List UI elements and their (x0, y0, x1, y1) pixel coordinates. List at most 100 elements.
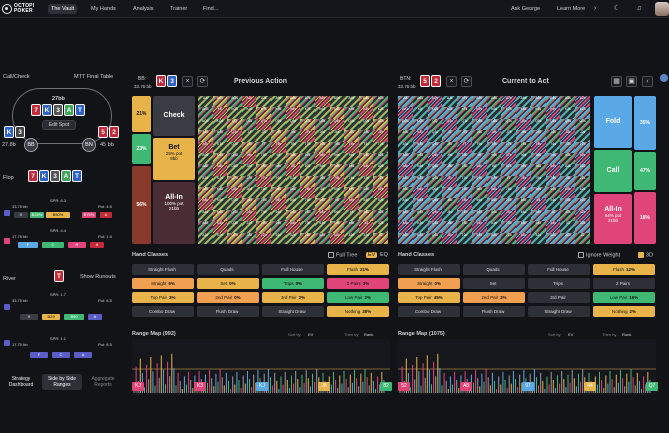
range-cell[interactable]: K5o (412, 198, 428, 210)
action-allin-2[interactable]: A (90, 242, 104, 248)
aggregate-reports-tab[interactable]: Aggregate Reports (91, 376, 115, 388)
range-cell[interactable]: T6s (314, 141, 330, 153)
hand-class-nothing[interactable]: Nothing 30% (327, 306, 389, 317)
range-cell[interactable]: 92o (471, 232, 487, 244)
range-cell[interactable]: T3o (457, 221, 472, 233)
range-cell[interactable]: A4o (198, 209, 213, 222)
hand-class-straight-flush[interactable]: Straight Flush (132, 264, 194, 275)
range-cell[interactable]: 65o (516, 198, 531, 210)
hand-class-full-house[interactable]: Full House (528, 264, 590, 275)
range-cell[interactable]: 52s (373, 198, 388, 210)
range-cell[interactable]: A6o (398, 187, 413, 199)
range-cell[interactable]: 72o (501, 232, 517, 244)
chevron-right-icon[interactable]: › (593, 5, 597, 12)
action-bet25[interactable]: B25% (30, 212, 44, 218)
hand-class-flush[interactable]: Flush 12% (593, 264, 655, 275)
range-cell[interactable]: Q9s (271, 118, 286, 131)
then-value[interactable]: Rank (364, 332, 374, 337)
range-cell[interactable]: KQo (212, 118, 228, 131)
range-cell[interactable]: 63s (560, 187, 576, 199)
range-cell[interactable]: QQ (227, 118, 242, 131)
moon-icon[interactable]: ☾ (613, 5, 621, 12)
hand-class-combo-draw[interactable]: Combo Draw (398, 306, 460, 317)
range-cell[interactable]: 73o (300, 221, 315, 233)
range-cell[interactable]: 53s (560, 198, 576, 210)
range-cell[interactable]: T7o (457, 175, 472, 188)
range-cell[interactable]: 73o (501, 221, 517, 233)
range-map-tag[interactable]: Q7 (646, 382, 658, 391)
range-cell[interactable]: Q2o (227, 232, 242, 244)
range-cell[interactable]: K7o (212, 175, 228, 188)
range-cell[interactable]: K4s (545, 107, 561, 119)
user-icon[interactable] (660, 74, 668, 82)
range-cell[interactable]: 98s (285, 152, 301, 165)
range-cell[interactable]: J8o (442, 164, 458, 176)
range-cell[interactable]: 22 (373, 232, 388, 244)
range-cell[interactable]: JJ (241, 130, 257, 142)
range-cell[interactable]: K2s (575, 107, 590, 119)
range-cell[interactable]: 96o (471, 187, 487, 199)
range-cell[interactable]: 55 (530, 198, 546, 210)
range-cell[interactable]: K3s (560, 107, 576, 119)
range-cell[interactable]: AA (398, 96, 413, 108)
range-cell[interactable]: Q3s (358, 118, 374, 131)
range-cell[interactable]: K7s (501, 107, 517, 119)
range-cell[interactable]: 94s (545, 152, 561, 165)
range-map-tag[interactable]: J8 (318, 382, 330, 391)
edit-spot-button[interactable]: Edit Spot (42, 120, 76, 130)
close-icon[interactable]: × (182, 76, 193, 87)
range-cell[interactable]: 54s (344, 198, 359, 210)
hand-class-nothing[interactable]: Nothing 2% (593, 306, 655, 317)
range-cell[interactable]: 74o (501, 209, 517, 222)
full-tree-toggle[interactable]: Full Tree (328, 252, 357, 258)
range-cell[interactable]: A9s (271, 96, 286, 108)
range-cell[interactable]: T9o (457, 152, 472, 165)
range-cell[interactable]: QJo (227, 130, 242, 142)
range-cell[interactable]: Q4o (427, 209, 443, 222)
range-cell[interactable]: J7s (501, 130, 517, 142)
range-cell[interactable]: J2o (241, 232, 257, 244)
range-cell[interactable]: K2s (373, 107, 388, 119)
range-cell[interactable]: 73s (358, 175, 374, 188)
range-cell[interactable]: A5o (398, 198, 413, 210)
action-bet50-3[interactable]: B50 (64, 314, 84, 320)
range-cell[interactable]: 86s (314, 164, 330, 176)
hand-class-trips[interactable]: Trips 0% (262, 278, 324, 289)
range-cell[interactable]: 44 (344, 209, 359, 222)
action-bet50[interactable]: B50% (46, 212, 70, 218)
range-cell[interactable]: 84s (344, 164, 359, 176)
range-cell[interactable]: JJ (442, 130, 458, 142)
range-cell[interactable]: T2s (575, 141, 590, 153)
range-cell[interactable]: AQs (427, 96, 443, 108)
range-cell[interactable]: J7s (300, 130, 315, 142)
range-cell[interactable]: T5o (256, 198, 272, 210)
hand-class-straight[interactable]: Straight 6% (132, 278, 194, 289)
range-cell[interactable]: J9s (471, 130, 487, 142)
range-cell[interactable]: J6o (442, 187, 458, 199)
range-cell[interactable]: 87s (501, 164, 517, 176)
range-cell[interactable]: 86o (486, 187, 502, 199)
hand-class-straight-draw[interactable]: Straight Draw (262, 306, 324, 317)
range-cell[interactable]: 88 (285, 164, 301, 176)
hand-class-flush-draw[interactable]: Flush Draw (197, 306, 259, 317)
nav-trainer[interactable]: Trainer (170, 6, 188, 12)
range-cell[interactable]: QTs (256, 118, 272, 131)
range-cell[interactable]: J3o (442, 221, 458, 233)
range-cell[interactable]: K4o (212, 209, 228, 222)
range-cell[interactable]: 75s (329, 175, 345, 188)
range-cell[interactable]: AJo (398, 130, 413, 142)
range-cell[interactable]: Q4o (227, 209, 242, 222)
range-map-tag[interactable]: 52 (398, 382, 410, 391)
range-cell[interactable]: T2s (373, 141, 388, 153)
range-map-tag[interactable]: KJ (132, 382, 144, 391)
range-cell[interactable]: 85o (285, 198, 301, 210)
range-cell[interactable]: 55 (329, 198, 345, 210)
range-cell[interactable]: JTs (457, 130, 472, 142)
nav-analysis[interactable]: Analysis (133, 6, 154, 12)
range-cell[interactable]: 64o (314, 209, 330, 222)
range-cell[interactable]: KJs (442, 107, 458, 119)
range-cell[interactable]: 83s (560, 164, 576, 176)
range-cell[interactable]: 43s (560, 209, 576, 222)
range-cell[interactable]: T4s (545, 141, 561, 153)
range-cell[interactable]: QTo (227, 141, 242, 153)
